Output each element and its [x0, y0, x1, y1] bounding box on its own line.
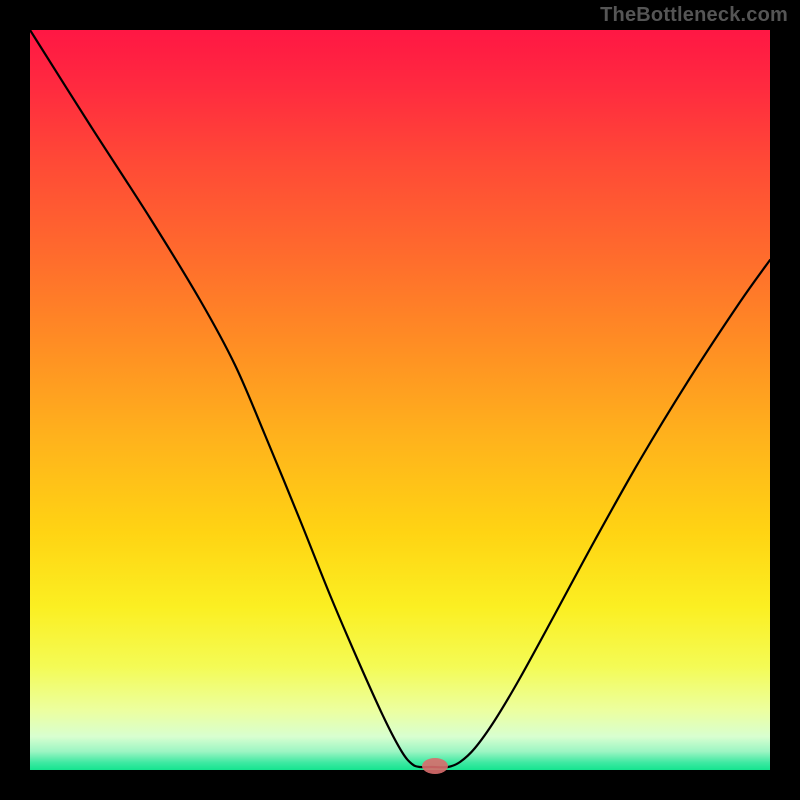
plot-gradient-area	[30, 30, 770, 770]
bottleneck-chart	[0, 0, 800, 800]
minimum-marker	[422, 758, 448, 774]
chart-frame: TheBottleneck.com	[0, 0, 800, 800]
watermark-text: TheBottleneck.com	[600, 4, 788, 27]
